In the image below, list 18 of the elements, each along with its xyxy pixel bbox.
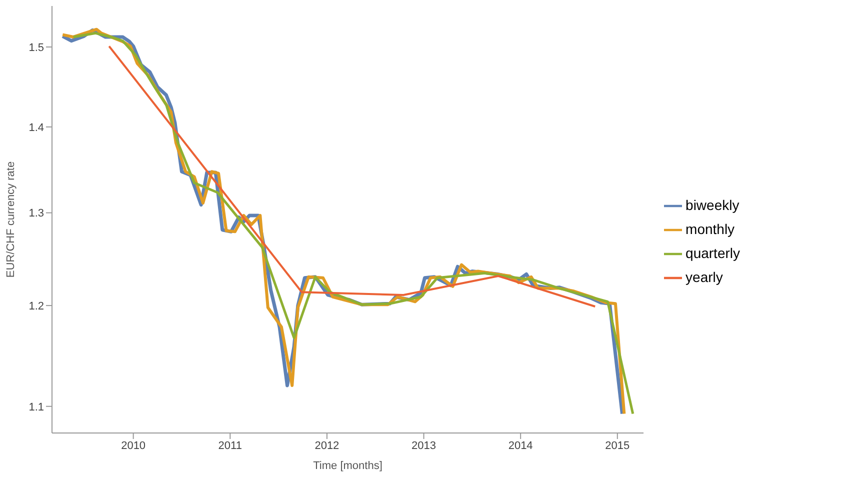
x-tick-label: 2012 bbox=[314, 440, 340, 452]
y-tick-label: 1.5 bbox=[28, 42, 44, 54]
legend-label: yearly bbox=[686, 268, 723, 284]
x-tick-label: 2010 bbox=[121, 440, 146, 452]
y-tick-label: 1.4 bbox=[28, 122, 44, 134]
x-tick-label: 2013 bbox=[412, 440, 436, 452]
legend-label: quarterly bbox=[686, 244, 740, 260]
y-tick-label: 1.2 bbox=[28, 300, 44, 312]
y-axis-title: EUR/CHF currency rate bbox=[4, 161, 17, 278]
x-axis-title: Time [months] bbox=[313, 460, 382, 472]
y-tick-label: 1.3 bbox=[28, 208, 44, 220]
x-tick-label: 2015 bbox=[605, 440, 630, 452]
x-tick-label: 2011 bbox=[218, 440, 242, 452]
y-tick-label: 1.1 bbox=[28, 401, 44, 414]
x-tick-label: 2014 bbox=[508, 440, 533, 452]
line-series bbox=[108, 45, 596, 308]
legend-label: biweekly bbox=[686, 196, 740, 212]
legend-label: monthly bbox=[686, 220, 735, 236]
